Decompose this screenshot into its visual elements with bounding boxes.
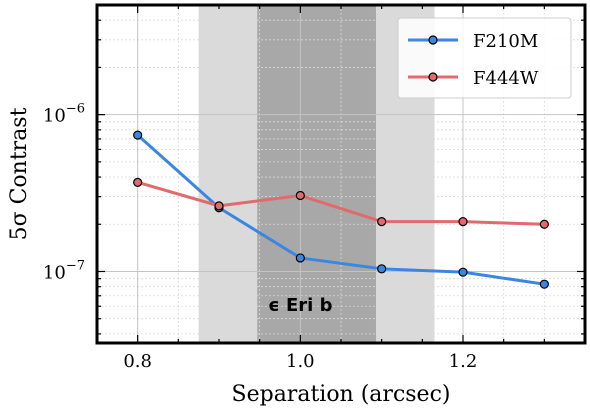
x-tick-label: 0.8 — [123, 351, 152, 372]
inner-shaded-band — [257, 5, 376, 343]
plot-frame — [95, 3, 587, 345]
x-axis-label: Separation (arcsec) — [232, 382, 451, 407]
series-line-f444w — [137, 180, 545, 226]
eri-b-annotation: ϵ Eri b — [268, 295, 332, 316]
x-tick-label: 1.0 — [286, 351, 315, 372]
y-tick-label: 10−6 — [43, 102, 85, 127]
data-point-f444w — [133, 177, 143, 187]
data-point-f444w — [295, 190, 305, 201]
legend-label-f444w: F444W — [473, 68, 539, 89]
y-axis-label: 5σ Contrast — [7, 107, 32, 240]
y-tick-label: 10−7 — [43, 258, 85, 283]
data-point-f444w — [377, 216, 387, 227]
legend-label-f210m: F210M — [473, 31, 538, 52]
x-tick-label: 1.2 — [449, 351, 478, 372]
series-line-f210m — [136, 134, 545, 286]
data-point-f210m — [458, 267, 468, 277]
data-point-f210m — [133, 130, 143, 140]
data-point-f444w — [214, 201, 224, 211]
legend: F210M F444W — [397, 17, 572, 99]
data-point-f210m — [539, 279, 549, 289]
data-point-f444w — [458, 216, 468, 227]
data-point-f210m — [377, 264, 387, 274]
data-point-f210m — [295, 253, 305, 263]
legend-marker-f444w — [428, 72, 438, 82]
data-point-f444w — [539, 219, 549, 229]
legend-marker-f210m — [428, 35, 438, 45]
